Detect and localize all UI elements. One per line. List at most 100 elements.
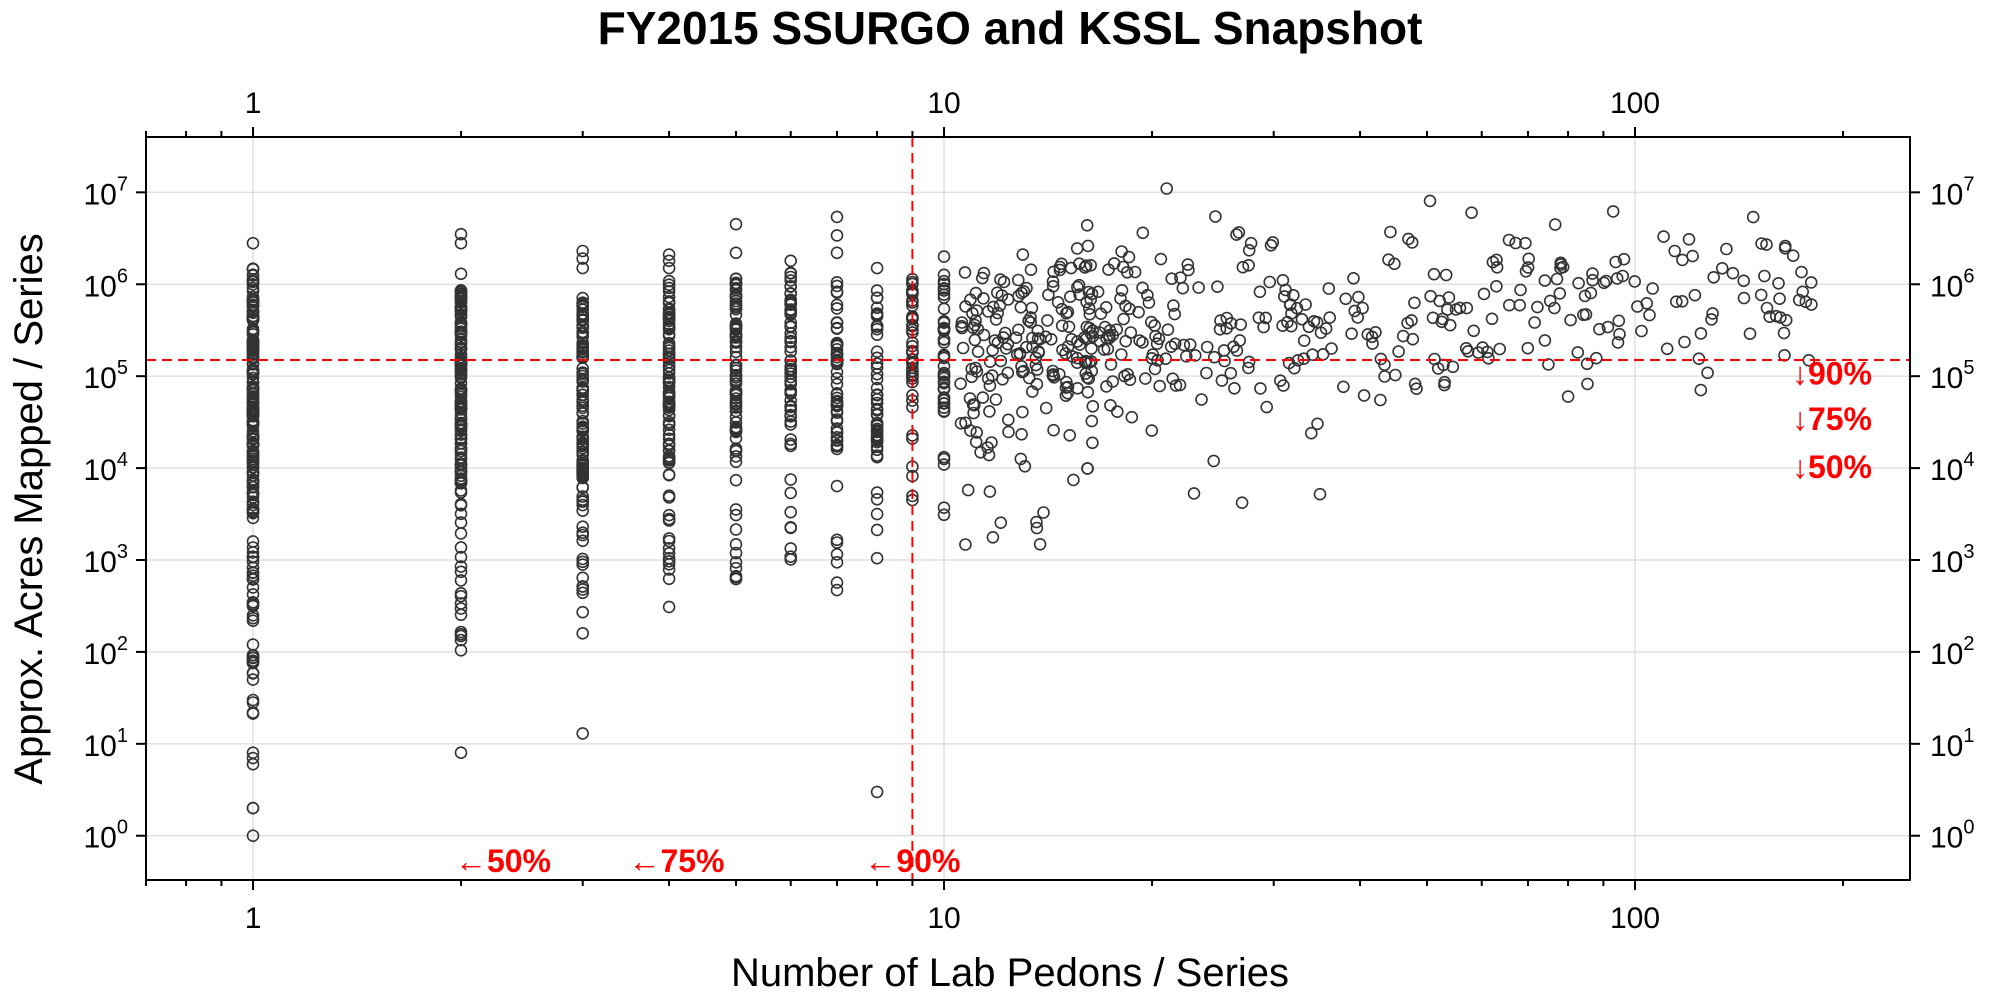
data-point: [1601, 320, 1615, 334]
data-point: [1061, 340, 1075, 353]
data-point: [1235, 496, 1249, 510]
data-point: [1657, 230, 1670, 243]
data-point: [1215, 374, 1229, 387]
data-point: [246, 312, 260, 326]
data-point: [1670, 295, 1683, 309]
data-point: [1611, 336, 1625, 349]
data-point: [1804, 276, 1818, 289]
data-point: [1548, 218, 1562, 231]
y-tick-label-left: 102: [84, 633, 129, 671]
data-point: [1200, 366, 1213, 380]
data-point: [1128, 265, 1142, 279]
data-point: [784, 335, 798, 349]
data-point: [971, 345, 985, 359]
data-point: [729, 331, 743, 344]
data-point: [1086, 330, 1099, 343]
data-point: [983, 405, 996, 418]
data-point: [246, 304, 260, 318]
data-point: [1100, 380, 1113, 393]
data-point: [1631, 300, 1644, 313]
data-point: [662, 322, 676, 336]
data-point: [454, 359, 468, 372]
data-point: [662, 290, 676, 304]
data-point: [1230, 228, 1243, 241]
data-point: [1550, 272, 1564, 286]
data-point: [729, 508, 743, 522]
data-point: [454, 444, 468, 458]
data-point: [1561, 390, 1575, 403]
data-point: [1055, 302, 1069, 316]
data-point: [1228, 381, 1241, 395]
data-point: [1316, 347, 1330, 361]
data-point: [246, 383, 260, 397]
data-point: [784, 254, 798, 268]
data-point: [1314, 326, 1328, 340]
data-point: [1777, 326, 1791, 340]
y-tick-label-right: 103: [1930, 541, 1975, 579]
data-point: [662, 508, 676, 522]
data-point: [830, 399, 844, 413]
data-point: [246, 801, 260, 815]
data-point: [576, 571, 590, 585]
data-point: [662, 489, 676, 503]
data-point: [784, 266, 798, 280]
y-tick-label-right: 101: [1930, 725, 1975, 763]
data-point: [1613, 327, 1626, 341]
data-point: [830, 302, 844, 315]
data-point: [1401, 316, 1414, 330]
data-point: [1119, 299, 1132, 313]
data-point: [662, 385, 676, 399]
data-point: [1022, 371, 1036, 385]
data-point: [1446, 360, 1460, 374]
y-tick-label-left: 103: [84, 541, 129, 579]
data-point: [1322, 282, 1336, 295]
data-point: [1406, 332, 1420, 346]
reference-lines: [146, 137, 1910, 880]
data-point: [1439, 268, 1453, 282]
data-point: [1337, 380, 1350, 394]
data-point: [1211, 280, 1224, 294]
data-point: [1528, 316, 1541, 329]
data-point: [1572, 276, 1585, 290]
data-point: [246, 596, 260, 609]
data-point: [576, 325, 590, 339]
data-point: [1675, 294, 1689, 308]
x-percentile-label: ←50%: [455, 843, 551, 879]
data-point: [729, 345, 743, 359]
data-point: [454, 625, 468, 639]
data-point: [1183, 338, 1197, 351]
data-point: [870, 388, 884, 402]
data-point: [1490, 253, 1503, 267]
y-tick-label-left: 106: [84, 265, 129, 303]
data-point: [729, 546, 743, 560]
data-point: [1668, 244, 1681, 258]
data-points: [246, 182, 1818, 843]
data-point: [1110, 323, 1123, 337]
data-point: [454, 436, 468, 450]
data-point: [954, 416, 968, 430]
data-point: [454, 643, 468, 657]
data-point: [246, 391, 260, 405]
data-point: [729, 246, 743, 260]
data-point: [870, 486, 884, 499]
data-point: [1628, 275, 1641, 288]
data-point: [1242, 258, 1255, 272]
data-point: [1290, 301, 1304, 315]
data-point: [996, 372, 1009, 386]
data-point: [1311, 417, 1324, 431]
data-point: [1405, 314, 1418, 327]
data-point: [1234, 318, 1247, 331]
data-point: [1165, 272, 1178, 286]
data-point: [964, 424, 977, 437]
data-point: [1115, 245, 1128, 258]
data-point: [1382, 253, 1395, 267]
data-point: [454, 227, 468, 241]
data-point: [870, 345, 884, 359]
data-point: [994, 354, 1008, 368]
data-point: [784, 297, 798, 311]
data-point: [967, 406, 980, 420]
data-point: [454, 565, 468, 579]
data-point: [983, 379, 997, 393]
data-point: [784, 354, 798, 367]
data-point: [830, 355, 844, 369]
